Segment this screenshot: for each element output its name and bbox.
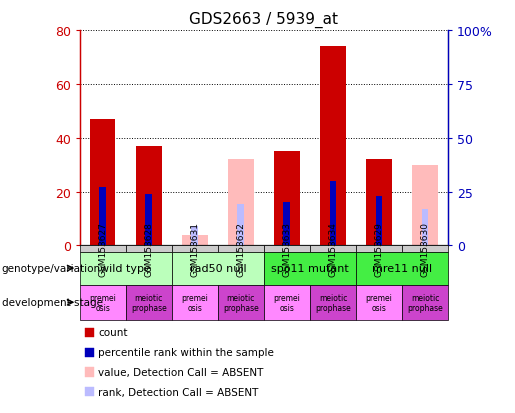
Bar xyxy=(136,147,162,246)
Text: genotype/variation: genotype/variation xyxy=(2,263,100,273)
Text: GSM153633: GSM153633 xyxy=(282,221,291,276)
Text: mre11 null: mre11 null xyxy=(372,263,432,273)
Text: GSM153629: GSM153629 xyxy=(374,221,384,276)
Text: GSM153632: GSM153632 xyxy=(236,221,246,276)
Bar xyxy=(192,226,198,246)
Text: premei
osis: premei osis xyxy=(181,293,209,312)
Bar xyxy=(145,194,152,246)
Bar xyxy=(413,165,438,246)
Text: GSM153631: GSM153631 xyxy=(191,221,199,276)
Text: wild type: wild type xyxy=(100,263,151,273)
Text: meiotic
prophase: meiotic prophase xyxy=(223,293,259,312)
Text: rad50 null: rad50 null xyxy=(190,263,246,273)
Text: value, Detection Call = ABSENT: value, Detection Call = ABSENT xyxy=(98,367,264,377)
Bar xyxy=(320,47,346,246)
Text: GSM153627: GSM153627 xyxy=(98,221,107,276)
Bar xyxy=(228,160,253,246)
Title: GDS2663 / 5939_at: GDS2663 / 5939_at xyxy=(190,12,338,28)
Text: GSM153628: GSM153628 xyxy=(144,221,153,276)
Text: GSM153630: GSM153630 xyxy=(421,221,430,276)
Bar xyxy=(99,188,106,246)
Text: count: count xyxy=(98,328,128,337)
Text: meiotic
prophase: meiotic prophase xyxy=(131,293,167,312)
Text: premei
osis: premei osis xyxy=(90,293,116,312)
Text: premei
osis: premei osis xyxy=(366,293,392,312)
Text: GSM153634: GSM153634 xyxy=(329,221,337,276)
Bar xyxy=(237,205,245,246)
Text: premei
osis: premei osis xyxy=(273,293,300,312)
Text: meiotic
prophase: meiotic prophase xyxy=(407,293,443,312)
Bar xyxy=(330,181,336,246)
Bar xyxy=(366,160,392,246)
Text: meiotic
prophase: meiotic prophase xyxy=(315,293,351,312)
Bar xyxy=(182,235,208,246)
Text: spo11 mutant: spo11 mutant xyxy=(271,263,349,273)
Bar xyxy=(274,152,300,246)
Text: rank, Detection Call = ABSENT: rank, Detection Call = ABSENT xyxy=(98,387,259,397)
Bar xyxy=(283,203,290,246)
Text: percentile rank within the sample: percentile rank within the sample xyxy=(98,347,274,357)
Bar xyxy=(375,196,383,246)
Bar xyxy=(422,209,428,246)
Text: development stage: development stage xyxy=(2,297,102,308)
Bar xyxy=(90,120,115,246)
